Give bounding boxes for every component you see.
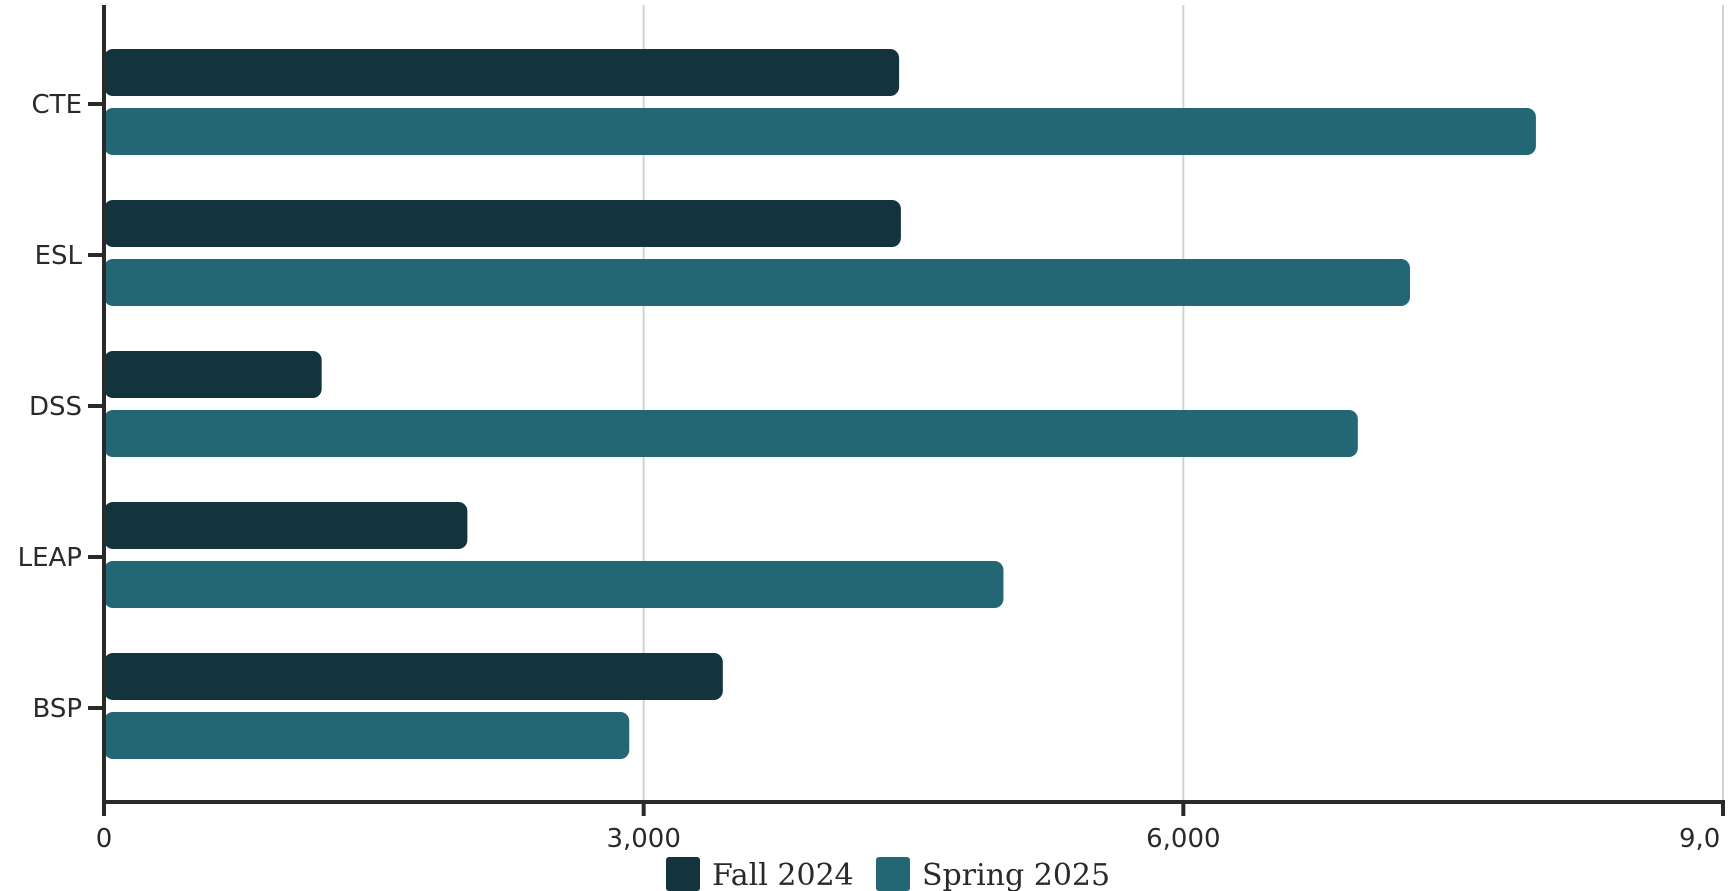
bar-dss-spring-2025 bbox=[104, 410, 1358, 457]
x-tick-label-3: 9,0 bbox=[1679, 824, 1720, 854]
bar-bsp-spring-2025 bbox=[104, 712, 630, 759]
bars bbox=[104, 49, 1536, 759]
legend: Fall 2024 Spring 2025 bbox=[666, 857, 1110, 891]
bar-bsp-fall-2024 bbox=[104, 653, 723, 700]
y-tick-labels: CTE ESL DSS LEAP BSP bbox=[18, 90, 83, 724]
legend-swatch-fall-2024 bbox=[666, 857, 700, 891]
y-tick-label-esl: ESL bbox=[35, 241, 83, 271]
legend-label-spring-2025: Spring 2025 bbox=[922, 858, 1110, 891]
y-tick-label-bsp: BSP bbox=[32, 694, 82, 724]
bar-leap-spring-2025 bbox=[104, 561, 1004, 608]
x-tick-label-0: 0 bbox=[96, 824, 113, 854]
legend-label-fall-2024: Fall 2024 bbox=[712, 858, 854, 891]
x-tick-label-2: 6,000 bbox=[1146, 824, 1220, 854]
bar-dss-fall-2024 bbox=[104, 351, 322, 398]
y-tick-label-cte: CTE bbox=[32, 90, 82, 120]
axes bbox=[88, 5, 1725, 816]
bar-cte-fall-2024 bbox=[104, 49, 900, 96]
bar-esl-spring-2025 bbox=[104, 259, 1410, 306]
bar-cte-spring-2025 bbox=[104, 108, 1536, 155]
y-tick-label-dss: DSS bbox=[29, 392, 82, 422]
legend-swatch-spring-2025 bbox=[876, 857, 910, 891]
bar-esl-fall-2024 bbox=[104, 200, 901, 247]
x-tick-label-1: 3,000 bbox=[606, 824, 680, 854]
y-tick-label-leap: LEAP bbox=[18, 543, 82, 573]
bar-leap-fall-2024 bbox=[104, 502, 468, 549]
x-tick-labels: 0 3,000 6,000 9,0 bbox=[96, 824, 1721, 854]
